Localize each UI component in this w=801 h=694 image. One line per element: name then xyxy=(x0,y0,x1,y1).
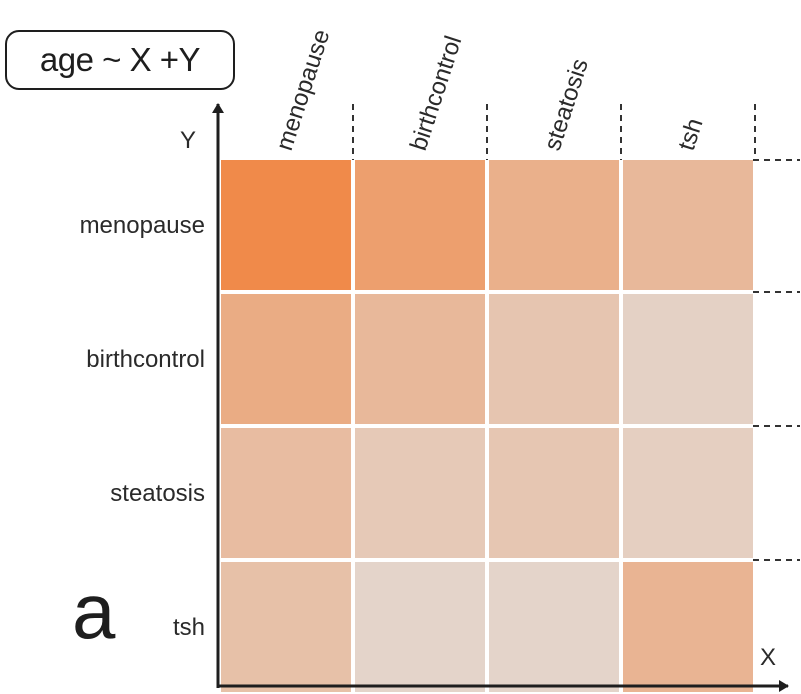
panel-letter: a xyxy=(72,567,116,655)
y-axis-label: Y xyxy=(180,127,196,154)
x-axis-label: X xyxy=(760,644,776,671)
row-label-steatosis: steatosis xyxy=(110,480,205,507)
column-label-birthcontrol: birthcontrol xyxy=(405,33,467,154)
column-label-menopause: menopause xyxy=(271,26,335,154)
heatmap-cell-birthcontrol-steatosis xyxy=(489,294,619,424)
heatmap-cell-birthcontrol-menopause xyxy=(221,294,351,424)
formula-text: age ~ X +Y xyxy=(39,41,201,78)
heatmap-cell-menopause-steatosis xyxy=(489,160,619,290)
formula-box: age ~ X +Y xyxy=(5,30,235,90)
heatmap-cell-menopause-menopause xyxy=(221,160,351,290)
heatmap-cell-birthcontrol-birthcontrol xyxy=(355,294,485,424)
column-label-tsh: tsh xyxy=(673,115,709,154)
heatmap-cell-steatosis-steatosis xyxy=(489,428,619,558)
heatmap-cell-steatosis-menopause xyxy=(221,428,351,558)
heatmap-cell-tsh-birthcontrol xyxy=(355,562,485,692)
row-label-tsh: tsh xyxy=(173,614,205,641)
heatmap-cell-tsh-steatosis xyxy=(489,562,619,692)
heatmap-cell-steatosis-tsh xyxy=(623,428,753,558)
row-label-menopause: menopause xyxy=(80,212,205,239)
heatmap-cells xyxy=(221,160,753,692)
column-label-steatosis: steatosis xyxy=(539,55,594,153)
heatmap-cell-menopause-tsh xyxy=(623,160,753,290)
heatmap-cell-tsh-menopause xyxy=(221,562,351,692)
column-labels: menopause birthcontrol steatosis tsh xyxy=(271,26,709,154)
heatmap-cell-menopause-birthcontrol xyxy=(355,160,485,290)
grid-dashes xyxy=(352,104,800,561)
heatmap-cell-birthcontrol-tsh xyxy=(623,294,753,424)
heatmap-cell-tsh-tsh xyxy=(623,562,753,692)
heatmap-cell-steatosis-birthcontrol xyxy=(355,428,485,558)
row-label-birthcontrol: birthcontrol xyxy=(86,346,205,373)
row-labels: menopause birthcontrol steatosis tsh xyxy=(80,212,205,641)
